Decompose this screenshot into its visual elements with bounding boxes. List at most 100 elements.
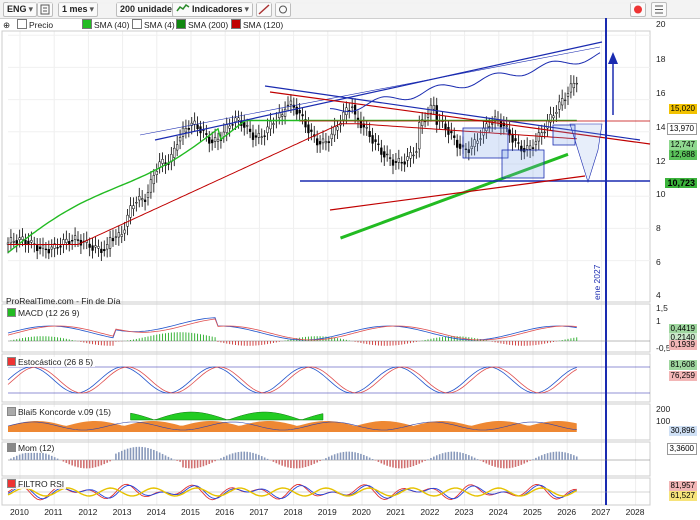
price-candle-body — [146, 192, 150, 199]
chevron-down-icon: ▾ — [89, 4, 95, 14]
price-candle-body — [301, 114, 304, 117]
wave-line — [329, 52, 601, 113]
rsi-panel-label[interactable]: FILTRO RSI — [5, 479, 67, 489]
price-candle-body — [531, 147, 535, 149]
add-ticker-icon[interactable] — [37, 2, 53, 17]
price-candle-body — [120, 234, 123, 237]
year-label: 2014 — [146, 507, 166, 517]
red-support-line — [329, 175, 586, 211]
price-candle-body — [488, 126, 491, 128]
support-line-tag: 10,723 — [665, 178, 697, 188]
price-candle-body — [155, 171, 158, 175]
macd-value-tag: 0,4419 — [668, 324, 697, 334]
price-candle-body — [138, 196, 141, 201]
koncorde-swatch-icon — [7, 407, 16, 416]
price-candle-body — [365, 127, 368, 129]
price-candle-body — [254, 135, 258, 138]
price-candle-body — [450, 131, 453, 134]
price-candle-body — [432, 105, 435, 110]
sma-tag-1: 12,747 — [668, 140, 697, 150]
menu-icon[interactable] — [651, 2, 667, 17]
koncorde-label-text: Blai5 Koncorde v.09 (15) — [18, 407, 111, 417]
indicator-chart-icon — [176, 3, 190, 12]
mom-label-text: Mom (12) — [18, 443, 55, 453]
data-source-label: ProRealTime.com - Fin de Día — [6, 296, 121, 306]
price-candle-body — [400, 162, 403, 164]
year-label: 2011 — [44, 507, 63, 517]
macd-axis-label: 1,5 — [656, 303, 668, 313]
legend-sma4-label: SMA (4) — [144, 20, 175, 30]
last-price-tag: 15,020 — [668, 104, 697, 114]
sma120-line — [8, 123, 577, 245]
year-label: 2020 — [352, 507, 371, 517]
legend-item-sma200[interactable]: SMA (200) — [176, 19, 228, 31]
price-candle-body — [251, 132, 255, 140]
legend-item-sma4[interactable]: SMA (4) — [132, 19, 175, 31]
legend-item-sma120[interactable]: SMA (120) — [231, 19, 283, 31]
price-candle-body — [397, 158, 400, 163]
price-candle-body — [88, 243, 91, 248]
price-candle-body — [575, 82, 578, 85]
price-candle-body — [123, 229, 126, 234]
price-candle-body — [415, 151, 418, 153]
legend-sma200-label: SMA (200) — [188, 20, 229, 30]
price-candle-body — [114, 236, 118, 238]
price-candle-body — [231, 124, 234, 126]
rsi-value-tag: 81,957 — [668, 481, 697, 491]
price-candle-body — [342, 111, 345, 120]
price-candle-body — [456, 139, 459, 148]
price-candle-body — [216, 138, 220, 142]
koncorde-panel-label[interactable]: Blai5 Koncorde v.09 (15) — [5, 407, 113, 417]
macd-panel-label[interactable]: MACD (12 26 9) — [5, 308, 82, 318]
koncorde-orange-area — [8, 421, 577, 432]
price-candle-body — [9, 237, 13, 244]
price-candle-body — [71, 240, 74, 242]
price-axis-label: 8 — [656, 223, 661, 233]
price-candle-body — [266, 126, 269, 134]
macd-swatch-icon — [7, 308, 16, 317]
price-candle-body — [351, 106, 354, 108]
price-candle-body — [278, 112, 281, 119]
legend-item-sma40[interactable]: SMA (40) — [82, 19, 129, 31]
rsi-signal-tag: 61,527 — [668, 491, 697, 501]
mom-panel-label[interactable]: Mom (12) — [5, 443, 57, 453]
sma200-line — [339, 152, 569, 240]
price-candle-body — [353, 104, 357, 115]
price-candle-body — [126, 214, 129, 227]
stoch-label-text: Estocástico (26 8 5) — [18, 357, 94, 367]
price-candle-body — [534, 141, 538, 146]
drawing-tool-icon[interactable] — [256, 2, 272, 17]
price-candle-body — [193, 120, 196, 125]
macd-hist-tag: 0,1939 — [668, 340, 697, 350]
price-axis-label: 4 — [656, 290, 661, 300]
price-candle-body — [158, 161, 161, 168]
stoch-k-line — [7, 366, 577, 394]
year-label: 2017 — [249, 507, 269, 517]
price-candle-body — [333, 126, 336, 136]
price-candle-body — [53, 243, 56, 249]
price-candle-body — [161, 159, 164, 164]
price-candle-body — [30, 240, 33, 243]
price-candle-body — [103, 249, 106, 252]
legend-expand-icon[interactable]: ⊕ — [3, 20, 11, 30]
price-swatch-icon — [17, 19, 27, 29]
price-candle-body — [100, 248, 103, 253]
price-candle-body — [76, 239, 80, 241]
price-candle-body — [59, 245, 62, 248]
price-candle-body — [421, 119, 424, 126]
alert-bell-icon[interactable] — [630, 2, 646, 17]
price-candle-body — [418, 122, 421, 150]
price-candle-body — [412, 154, 415, 157]
macd-axis-label: 1 — [656, 316, 661, 326]
price-candle-body — [208, 136, 211, 144]
price-candle-body — [388, 157, 392, 159]
stoch-panel-label[interactable]: Estocástico (26 8 5) — [5, 357, 96, 367]
projection-arrow-head — [608, 52, 618, 64]
price-axis-label: 16 — [656, 88, 666, 98]
legend-sma40-label: SMA (40) — [94, 20, 130, 30]
rsi-red-line — [7, 483, 577, 501]
price-candle-body — [184, 128, 188, 133]
legend-item-price[interactable]: Precio — [17, 19, 53, 31]
price-candle-body — [24, 239, 27, 245]
